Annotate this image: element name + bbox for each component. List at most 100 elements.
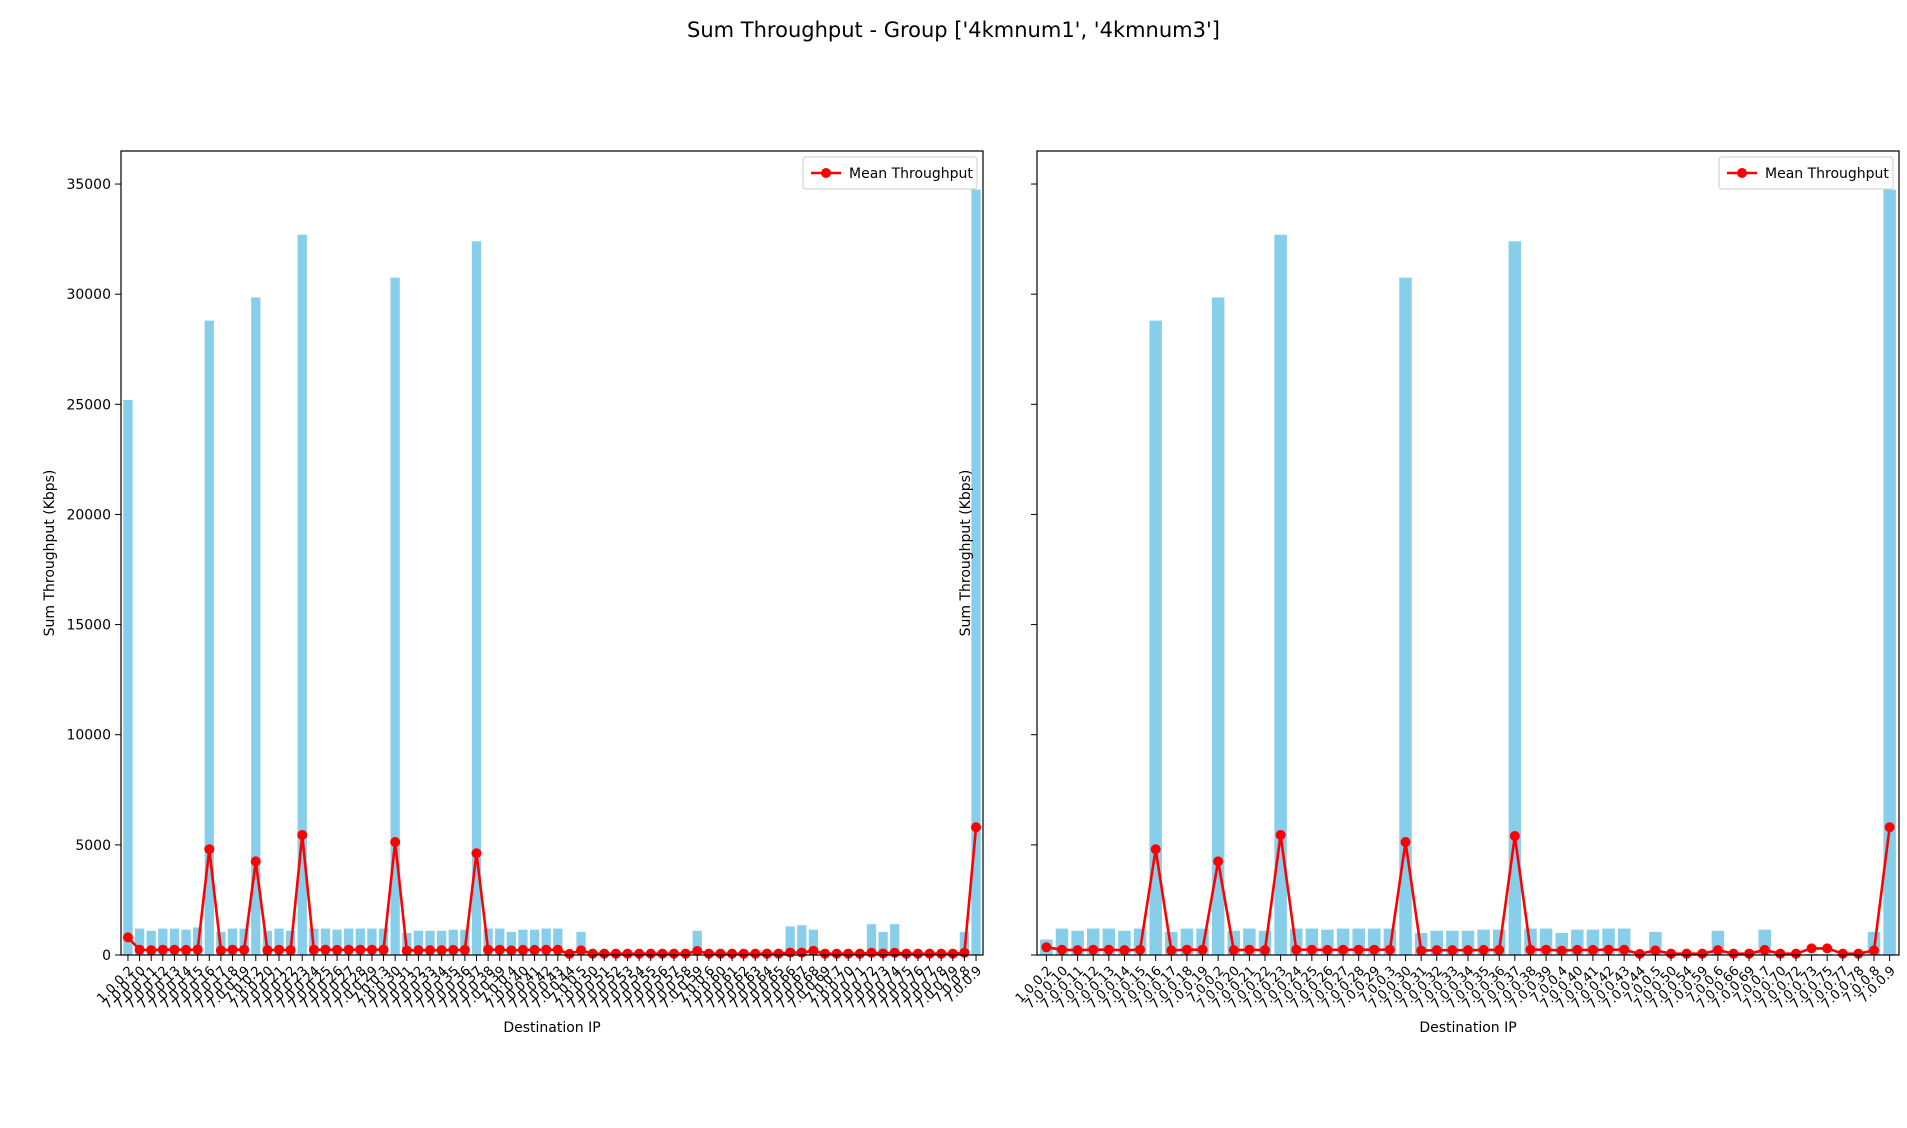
- mean-point-2-7.0.0.59: [1697, 948, 1708, 959]
- mean-point-1-7.0.0.51: [599, 948, 610, 959]
- bar-1-7.0.0.35: [448, 929, 458, 955]
- bar-1-7.0.0.67: [797, 925, 807, 955]
- mean-point-2-7.0.0.24: [1291, 944, 1302, 955]
- bar-1-7.0.0.41: [529, 929, 540, 955]
- mean-point-1-7.0.0.37: [471, 848, 482, 859]
- mean-point-1-7.0.0.29: [366, 944, 377, 955]
- mean-point-1-1.0.0.2: [122, 932, 133, 943]
- mean-point-1-7.0.0.43: [552, 944, 563, 955]
- mean-point-2-7.0.0.44: [1634, 948, 1645, 959]
- mean-point-2-7.0.0.25: [1306, 944, 1317, 955]
- bar-1-7.0.0.66: [785, 926, 795, 955]
- mean-point-1-7.0.0.50: [587, 948, 598, 959]
- y-tick-label: 30000: [66, 287, 111, 303]
- mean-point-1-7.0.0.63: [750, 948, 761, 959]
- mean-point-1-7.0.0.22: [285, 945, 296, 956]
- bar-1-7.0.0.23: [297, 234, 307, 956]
- mean-point-1-7.0.0.73: [878, 948, 889, 959]
- legend-marker-swatch: [1737, 168, 1747, 178]
- mean-point-2-7.0.0.20: [1228, 945, 1239, 956]
- mean-point-1-7.0.0.26: [332, 944, 343, 955]
- mean-point-1-7.0.0.32: [413, 945, 424, 956]
- mean-point-2-7.0.0.36: [1494, 944, 1505, 955]
- mean-point-1-7.0.0.14: [181, 944, 192, 955]
- y-tick-label: 10000: [66, 728, 111, 744]
- mean-point-1-7.0.0.59: [692, 946, 703, 957]
- mean-point-2-7.0.0.35: [1478, 944, 1489, 955]
- legend-label: Mean Throughput: [849, 166, 973, 182]
- mean-point-1-7.0.0.15: [192, 944, 203, 955]
- mean-point-1-7.0.0.77: [924, 948, 935, 959]
- bar-1-7.0.0.32: [413, 930, 424, 955]
- mean-point-1-7.0.0.25: [320, 944, 331, 955]
- mean-point-1-7.0.0.76: [912, 948, 923, 959]
- mean-point-1-7.0.0.42: [541, 944, 552, 955]
- mean-point-2-7.0.0.19: [1197, 944, 1208, 955]
- mean-point-1-7.0.0.5: [576, 945, 587, 956]
- mean-point-1-7.0.0.41: [529, 944, 540, 955]
- mean-point-2-7.0.0.6: [1712, 945, 1723, 956]
- bar-1-7.0.0.21: [274, 928, 284, 955]
- mean-point-2-7.0.0.66: [1728, 948, 1739, 959]
- mean-point-2-7.0.0.4: [1556, 945, 1567, 956]
- mean-point-2-7.0.0.75: [1822, 943, 1833, 954]
- mean-point-2-7.0.0.18: [1181, 944, 1192, 955]
- mean-point-1-7.0.0.35: [448, 944, 459, 955]
- mean-point-1-7.0.0.38: [483, 944, 494, 955]
- mean-point-1-7.0.0.39: [494, 944, 505, 955]
- mean-point-1-7.0.0.40: [517, 944, 528, 955]
- mean-point-2-7.0.0.2: [1213, 856, 1224, 867]
- bar-1-7.0.0.30: [390, 277, 400, 955]
- mean-point-2-7.0.0.23: [1275, 829, 1286, 840]
- mean-point-1-7.0.0.36: [459, 944, 470, 955]
- mean-point-1-7.0.0.21: [273, 944, 284, 955]
- mean-point-2-7.0.0.15: [1135, 944, 1146, 955]
- mean-point-1-7.0.0.6: [703, 948, 714, 959]
- mean-point-2-7.0.0.32: [1431, 945, 1442, 956]
- mean-point-1-7.0.0.12: [157, 944, 168, 955]
- mean-point-1-7.0.0.19: [239, 944, 250, 955]
- mean-point-1-7.0.0.28: [355, 944, 366, 955]
- mean-point-2-7.0.0.33: [1447, 945, 1458, 956]
- bar-1-7.0.0.14: [181, 929, 191, 955]
- mean-point-2-7.0.0.7: [1759, 944, 1770, 955]
- mean-point-2-7.0.0.30: [1400, 836, 1411, 847]
- bar-1-7.0.0.73: [878, 931, 888, 955]
- mean-point-1-7.0.0.9: [971, 822, 982, 833]
- bar-1-7.0.0.12: [158, 928, 168, 955]
- bar-1-1.0.0.2: [123, 399, 133, 956]
- mean-point-1-7.0.0.56: [657, 948, 668, 959]
- bar-1-7.0.0.59: [692, 930, 702, 955]
- bar-1-7.0.0.26: [332, 929, 342, 955]
- bar-1-7.0.0.33: [425, 930, 435, 955]
- bar-2-7.0.0.30: [1399, 277, 1412, 955]
- mean-point-1-7.0.0.61: [727, 948, 738, 959]
- bar-1-7.0.0.28: [355, 928, 365, 955]
- mean-point-1-7.0.0.55: [645, 948, 656, 959]
- y-tick-label: 0: [102, 948, 111, 964]
- mean-point-1-7.0.0.64: [761, 948, 772, 959]
- mean-point-1-7.0.0.79: [947, 948, 958, 959]
- bar-1-7.0.0.37: [471, 241, 482, 956]
- x-axis-label: Destination IP: [1419, 1020, 1516, 1036]
- legend-box: [1718, 156, 1894, 190]
- mean-point-2-7.0.0.43: [1619, 944, 1630, 955]
- mean-point-1-7.0.0.31: [401, 945, 412, 956]
- y-tick-label: 15000: [66, 618, 111, 634]
- mean-point-2-7.0.0.37: [1509, 831, 1520, 842]
- bar-2-7.0.0.23: [1274, 234, 1287, 956]
- mean-point-2-7.0.0.12: [1088, 944, 1099, 955]
- mean-point-1-7.0.0.65: [773, 948, 784, 959]
- mean-point-1-7.0.0.58: [680, 948, 691, 959]
- bar-1-7.0.0.74: [890, 924, 900, 955]
- mean-point-2-1.0.0.2: [1041, 942, 1052, 953]
- mean-point-2-7.0.0.41: [1587, 944, 1598, 955]
- bar-1-7.0.0.5: [576, 931, 586, 955]
- y-tick-label: 35000: [66, 177, 111, 193]
- mean-point-2-7.0.0.10: [1056, 944, 1067, 955]
- mean-point-1-7.0.0.52: [610, 948, 621, 959]
- mean-point-1-7.0.0.16: [204, 844, 215, 855]
- mean-point-2-7.0.0.29: [1369, 944, 1380, 955]
- mean-point-1-7.0.0.18: [227, 944, 238, 955]
- mean-point-1-7.0.0.7: [831, 948, 842, 959]
